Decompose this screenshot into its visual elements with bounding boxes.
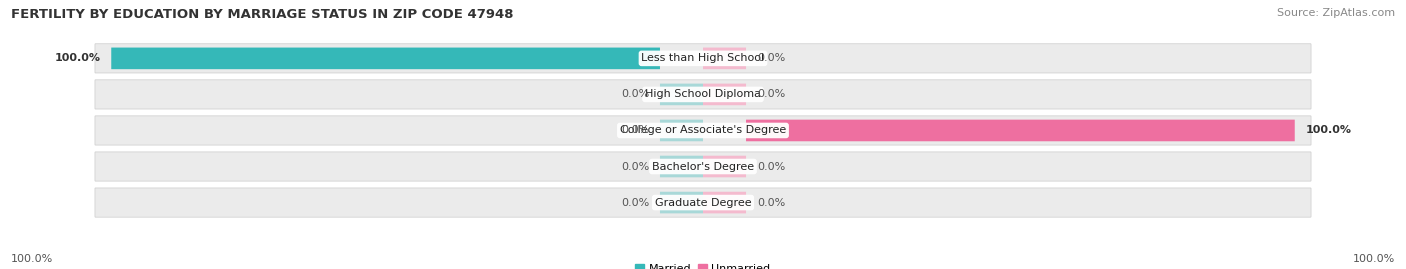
Text: 0.0%: 0.0% — [621, 161, 650, 172]
FancyBboxPatch shape — [659, 192, 703, 213]
Text: 100.0%: 100.0% — [55, 53, 100, 63]
Text: High School Diploma: High School Diploma — [645, 89, 761, 100]
Text: 0.0%: 0.0% — [756, 161, 785, 172]
Text: 0.0%: 0.0% — [756, 53, 785, 63]
Text: 0.0%: 0.0% — [621, 197, 650, 208]
Text: 0.0%: 0.0% — [756, 89, 785, 100]
Text: College or Associate's Degree: College or Associate's Degree — [620, 125, 786, 136]
Text: 100.0%: 100.0% — [11, 254, 53, 264]
Text: 0.0%: 0.0% — [621, 89, 650, 100]
FancyBboxPatch shape — [659, 156, 703, 177]
FancyBboxPatch shape — [703, 156, 747, 177]
Text: Bachelor's Degree: Bachelor's Degree — [652, 161, 754, 172]
FancyBboxPatch shape — [96, 188, 1310, 217]
FancyBboxPatch shape — [703, 192, 747, 213]
Text: FERTILITY BY EDUCATION BY MARRIAGE STATUS IN ZIP CODE 47948: FERTILITY BY EDUCATION BY MARRIAGE STATU… — [11, 8, 513, 21]
FancyBboxPatch shape — [747, 120, 1295, 141]
Legend: Married, Unmarried: Married, Unmarried — [631, 259, 775, 269]
FancyBboxPatch shape — [659, 84, 703, 105]
FancyBboxPatch shape — [96, 116, 1310, 145]
FancyBboxPatch shape — [703, 48, 747, 69]
Text: 0.0%: 0.0% — [756, 197, 785, 208]
FancyBboxPatch shape — [111, 48, 659, 69]
FancyBboxPatch shape — [96, 80, 1310, 109]
Text: 100.0%: 100.0% — [1353, 254, 1395, 264]
FancyBboxPatch shape — [703, 84, 747, 105]
Text: Graduate Degree: Graduate Degree — [655, 197, 751, 208]
FancyBboxPatch shape — [96, 152, 1310, 181]
Text: 0.0%: 0.0% — [621, 125, 650, 136]
FancyBboxPatch shape — [96, 44, 1310, 73]
Text: Less than High School: Less than High School — [641, 53, 765, 63]
FancyBboxPatch shape — [659, 120, 703, 141]
Text: 100.0%: 100.0% — [1306, 125, 1351, 136]
Text: Source: ZipAtlas.com: Source: ZipAtlas.com — [1277, 8, 1395, 18]
